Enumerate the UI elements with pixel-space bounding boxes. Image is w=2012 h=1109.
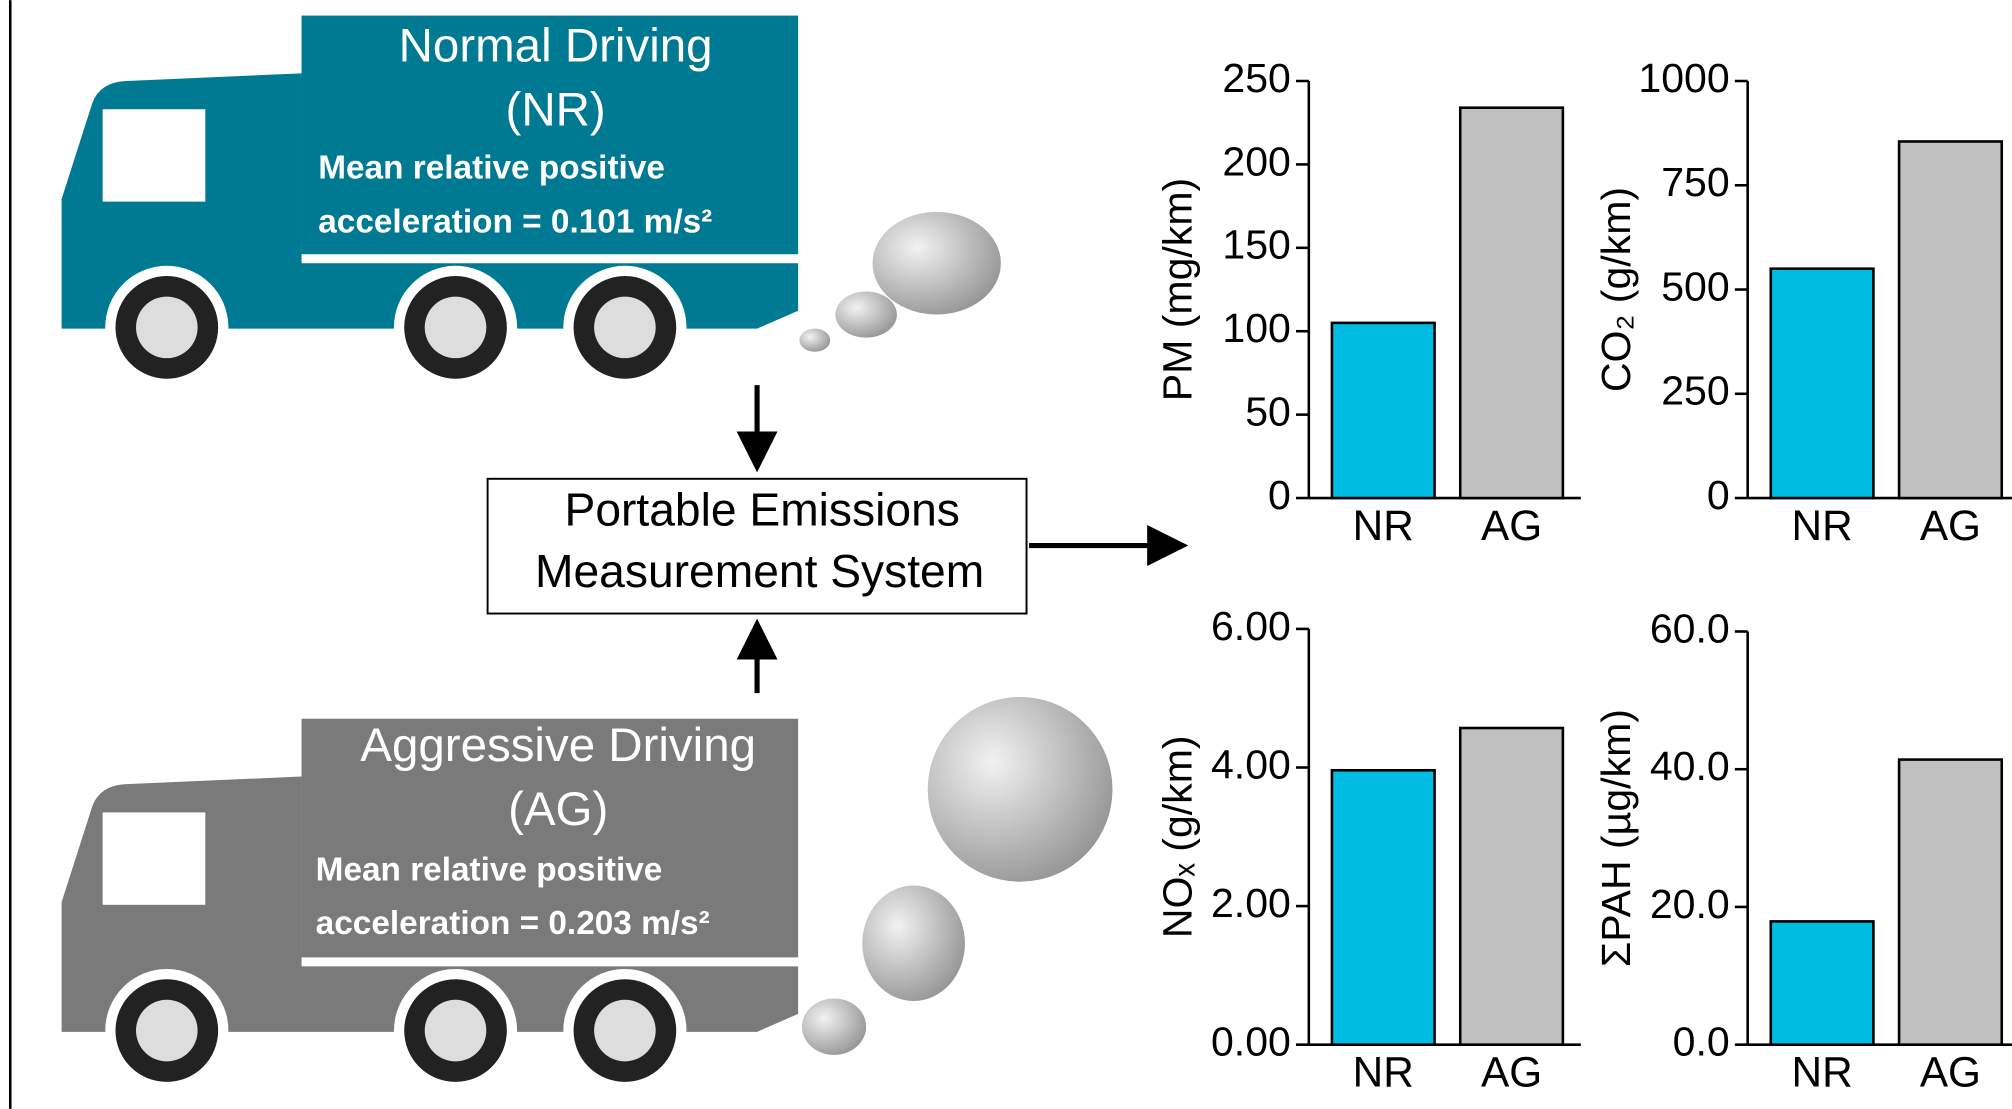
label: (NR) xyxy=(506,84,606,137)
y-tick-label: 250 xyxy=(1222,55,1291,101)
page: {"diagram": { "normal": {"title": "Norma… xyxy=(0,0,2012,1109)
label: Mean relative positive xyxy=(318,149,665,186)
label: Normal Driving xyxy=(399,19,713,72)
y-tick-label: 50 xyxy=(1245,388,1291,434)
y-tick-label: 250 xyxy=(1661,368,1730,414)
y-tick-label: 60.0 xyxy=(1650,605,1730,651)
label: acceleration = 0.101 m/s² xyxy=(318,203,712,240)
y-tick-label: 0.00 xyxy=(1211,1019,1291,1065)
bar xyxy=(1332,770,1435,1044)
y-tick-label: 100 xyxy=(1222,305,1291,351)
y-axis-label: CO₂ (g/km) xyxy=(1593,187,1639,392)
x-tick-label: NR xyxy=(1792,1049,1853,1096)
x-tick-label: AG xyxy=(1920,502,1981,549)
y-tick-label: 40.0 xyxy=(1650,743,1730,789)
x-tick-label: AG xyxy=(1920,1049,1981,1096)
y-tick-label: 20.0 xyxy=(1650,881,1730,927)
y-tick-label: 4.00 xyxy=(1211,741,1291,787)
x-tick-label: NR xyxy=(1792,502,1853,549)
smoke xyxy=(799,212,1112,1055)
y-axis-label: NOₓ (g/km) xyxy=(1154,735,1200,938)
bar xyxy=(1899,760,2002,1045)
y-tick-label: 750 xyxy=(1661,159,1730,205)
bar xyxy=(1771,269,1874,498)
bar xyxy=(1460,108,1563,498)
label: Mean relative positive xyxy=(316,851,663,888)
y-tick-label: 0.0 xyxy=(1673,1019,1730,1065)
y-axis-label: PM (mg/km) xyxy=(1154,178,1200,401)
y-tick-label: 500 xyxy=(1661,263,1730,309)
bar xyxy=(1460,728,1563,1045)
x-tick-label: NR xyxy=(1353,1049,1414,1096)
y-axis-label: ΣPAH (µg/km) xyxy=(1593,709,1639,967)
figure: Normal Driving (NR) Mean relative positi… xyxy=(0,0,2012,1109)
x-tick-label: NR xyxy=(1353,502,1414,549)
y-tick-label: 200 xyxy=(1222,138,1291,184)
label: Aggressive Driving xyxy=(360,719,756,772)
bar xyxy=(1332,323,1435,498)
y-tick-label: 0 xyxy=(1707,472,1730,518)
y-tick-label: 6.00 xyxy=(1211,603,1291,649)
label: acceleration = 0.203 m/s² xyxy=(316,905,710,942)
x-tick-label: AG xyxy=(1481,502,1542,549)
y-tick-label: 1000 xyxy=(1638,55,1729,101)
bar xyxy=(1771,921,1874,1044)
label: (AG) xyxy=(508,783,608,836)
x-tick-label: AG xyxy=(1481,1049,1542,1096)
label: Portable Emissions xyxy=(565,484,960,536)
label: Measurement System xyxy=(535,545,984,597)
y-tick-label: 2.00 xyxy=(1211,880,1291,926)
y-tick-label: 150 xyxy=(1222,222,1291,268)
bar xyxy=(1899,141,2002,498)
y-tick-label: 0 xyxy=(1268,472,1291,518)
